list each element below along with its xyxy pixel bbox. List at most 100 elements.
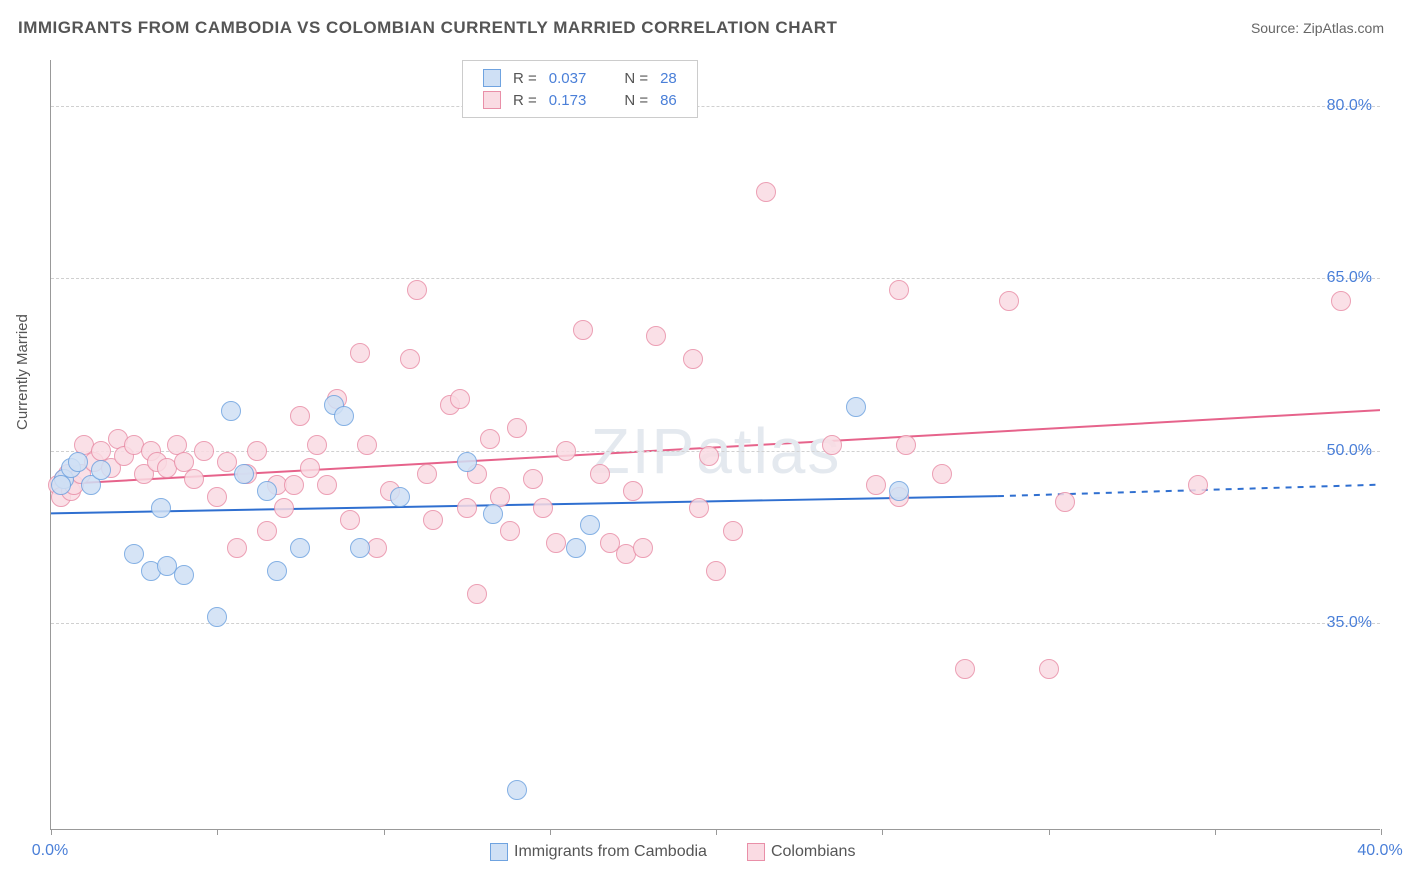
scatter-point-colombians bbox=[706, 561, 726, 581]
y-tick-label: 65.0% bbox=[1327, 269, 1372, 287]
grid-line bbox=[51, 623, 1380, 624]
x-tick bbox=[1049, 829, 1050, 835]
scatter-point-colombians bbox=[623, 481, 643, 501]
grid-line bbox=[51, 278, 1380, 279]
x-tick bbox=[882, 829, 883, 835]
legend-row: R =0.037 N =28 bbox=[477, 67, 683, 89]
x-tick bbox=[550, 829, 551, 835]
scatter-point-colombians bbox=[184, 469, 204, 489]
scatter-point-cambodia bbox=[889, 481, 909, 501]
scatter-point-colombians bbox=[417, 464, 437, 484]
scatter-point-colombians bbox=[257, 521, 277, 541]
scatter-point-colombians bbox=[207, 487, 227, 507]
scatter-point-colombians bbox=[450, 389, 470, 409]
scatter-point-cambodia bbox=[267, 561, 287, 581]
scatter-point-colombians bbox=[1055, 492, 1075, 512]
y-tick-label: 50.0% bbox=[1327, 442, 1372, 460]
scatter-point-colombians bbox=[533, 498, 553, 518]
scatter-point-colombians bbox=[590, 464, 610, 484]
scatter-point-colombians bbox=[247, 441, 267, 461]
scatter-point-colombians bbox=[556, 441, 576, 461]
x-tick bbox=[384, 829, 385, 835]
scatter-point-colombians bbox=[1039, 659, 1059, 679]
x-tick bbox=[716, 829, 717, 835]
scatter-point-colombians bbox=[507, 418, 527, 438]
legend-swatch bbox=[483, 69, 501, 87]
scatter-point-colombians bbox=[317, 475, 337, 495]
scatter-point-colombians bbox=[350, 343, 370, 363]
scatter-point-colombians bbox=[1188, 475, 1208, 495]
legend-n-value: 28 bbox=[654, 67, 683, 89]
scatter-point-cambodia bbox=[51, 475, 71, 495]
x-tick bbox=[1215, 829, 1216, 835]
scatter-point-colombians bbox=[194, 441, 214, 461]
scatter-point-cambodia bbox=[124, 544, 144, 564]
scatter-point-cambodia bbox=[257, 481, 277, 501]
y-tick-label: 35.0% bbox=[1327, 614, 1372, 632]
scatter-point-colombians bbox=[300, 458, 320, 478]
legend-r-label: R = bbox=[507, 67, 543, 89]
scatter-point-colombians bbox=[756, 182, 776, 202]
scatter-point-colombians bbox=[480, 429, 500, 449]
scatter-point-cambodia bbox=[566, 538, 586, 558]
scatter-point-colombians bbox=[307, 435, 327, 455]
scatter-point-colombians bbox=[683, 349, 703, 369]
scatter-point-colombians bbox=[523, 469, 543, 489]
x-tick bbox=[217, 829, 218, 835]
scatter-point-cambodia bbox=[91, 460, 111, 480]
scatter-point-cambodia bbox=[221, 401, 241, 421]
scatter-point-colombians bbox=[290, 406, 310, 426]
correlation-legend: R =0.037 N =28R =0.173 N =86 bbox=[462, 60, 698, 118]
trend-line-cambodia bbox=[51, 496, 998, 513]
scatter-point-cambodia bbox=[290, 538, 310, 558]
scatter-point-colombians bbox=[400, 349, 420, 369]
scatter-point-cambodia bbox=[174, 565, 194, 585]
scatter-point-colombians bbox=[407, 280, 427, 300]
source-attribution: Source: ZipAtlas.com bbox=[1251, 20, 1384, 36]
scatter-point-colombians bbox=[889, 280, 909, 300]
scatter-point-colombians bbox=[822, 435, 842, 455]
legend-item-label: Immigrants from Cambodia bbox=[514, 843, 707, 860]
scatter-point-cambodia bbox=[334, 406, 354, 426]
scatter-point-colombians bbox=[227, 538, 247, 558]
scatter-point-cambodia bbox=[507, 780, 527, 800]
scatter-point-colombians bbox=[546, 533, 566, 553]
legend-swatch bbox=[747, 843, 765, 861]
legend-item-label: Colombians bbox=[771, 843, 855, 860]
legend-r-value: 0.173 bbox=[543, 89, 593, 111]
scatter-point-colombians bbox=[457, 498, 477, 518]
legend-r-value: 0.037 bbox=[543, 67, 593, 89]
series-legend: Immigrants from Cambodia Colombians bbox=[490, 843, 895, 861]
scatter-point-cambodia bbox=[390, 487, 410, 507]
scatter-point-colombians bbox=[340, 510, 360, 530]
legend-item: Colombians bbox=[747, 843, 855, 860]
legend-n-label: N = bbox=[618, 89, 654, 111]
scatter-point-cambodia bbox=[580, 515, 600, 535]
legend-n-label: N = bbox=[618, 67, 654, 89]
scatter-point-cambodia bbox=[207, 607, 227, 627]
scatter-point-colombians bbox=[284, 475, 304, 495]
scatter-point-colombians bbox=[866, 475, 886, 495]
y-tick-label: 80.0% bbox=[1327, 97, 1372, 115]
scatter-point-colombians bbox=[500, 521, 520, 541]
source-label: Source: bbox=[1251, 20, 1299, 36]
legend-n-value: 86 bbox=[654, 89, 683, 111]
x-tick-label: 0.0% bbox=[32, 842, 68, 860]
grid-line bbox=[51, 106, 1380, 107]
scatter-point-cambodia bbox=[846, 397, 866, 417]
y-axis-title: Currently Married bbox=[14, 314, 31, 430]
x-tick-label: 40.0% bbox=[1357, 842, 1402, 860]
legend-swatch bbox=[483, 91, 501, 109]
scatter-point-colombians bbox=[999, 291, 1019, 311]
scatter-point-colombians bbox=[699, 446, 719, 466]
scatter-point-colombians bbox=[633, 538, 653, 558]
legend-swatch bbox=[490, 843, 508, 861]
scatter-point-colombians bbox=[896, 435, 916, 455]
scatter-point-cambodia bbox=[68, 452, 88, 472]
x-tick bbox=[51, 829, 52, 835]
legend-item: Immigrants from Cambodia bbox=[490, 843, 707, 860]
scatter-point-colombians bbox=[689, 498, 709, 518]
scatter-point-colombians bbox=[646, 326, 666, 346]
scatter-point-colombians bbox=[274, 498, 294, 518]
scatter-point-cambodia bbox=[483, 504, 503, 524]
